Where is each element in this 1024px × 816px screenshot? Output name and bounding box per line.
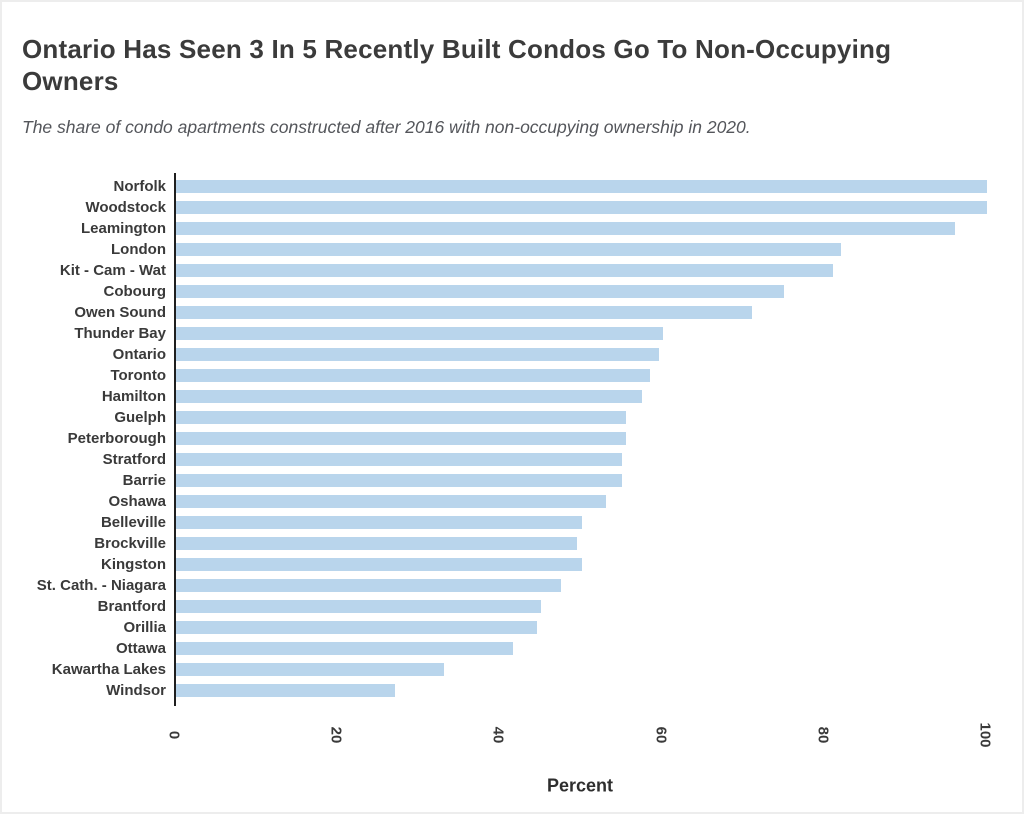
category-label: Owen Sound <box>74 304 166 321</box>
category-label: London <box>111 241 166 258</box>
bar <box>176 600 541 613</box>
x-axis-tick-label: 80 <box>814 726 832 744</box>
bar-row: Ontario <box>2 344 1012 365</box>
bar <box>176 684 395 697</box>
bar-row: Ottawa <box>2 638 1012 659</box>
category-label: Windsor <box>106 682 166 699</box>
bar <box>176 432 627 445</box>
bar-row: Kit - Cam - Wat <box>2 260 1012 281</box>
bar <box>176 180 987 193</box>
page-title: Ontario Has Seen 3 In 5 Recently Built C… <box>22 34 892 97</box>
x-axis-tick-label: 20 <box>327 726 345 744</box>
category-label: Orillia <box>123 619 166 636</box>
bar-row: Toronto <box>2 365 1012 386</box>
category-label: Ottawa <box>115 640 166 657</box>
bar-row: Thunder Bay <box>2 323 1012 344</box>
bar-row: Cobourg <box>2 281 1012 302</box>
bar-row: Leamington <box>2 218 1012 239</box>
bar-row: Oshawa <box>2 491 1012 512</box>
bar <box>176 285 785 298</box>
bar <box>176 495 606 508</box>
bar-row: Woodstock <box>2 197 1012 218</box>
category-label: Kawartha Lakes <box>51 661 166 678</box>
bar <box>176 264 833 277</box>
bar-row: Stratford <box>2 449 1012 470</box>
bar-row: Belleville <box>2 512 1012 533</box>
bar-row: Guelph <box>2 407 1012 428</box>
bar <box>176 663 444 676</box>
bar <box>176 348 659 361</box>
category-label: St. Cath. - Niagara <box>36 577 166 594</box>
bar <box>176 306 752 319</box>
bar <box>176 642 513 655</box>
bar-row: Brockville <box>2 533 1012 554</box>
category-label: Woodstock <box>85 199 166 216</box>
bar-row: Windsor <box>2 680 1012 701</box>
category-label: Kingston <box>101 556 166 573</box>
x-axis-title: Percent <box>546 775 614 796</box>
bar <box>176 453 623 466</box>
bar <box>176 474 623 487</box>
category-label: Barrie <box>122 472 166 489</box>
category-label: Brockville <box>94 535 166 552</box>
category-label: Peterborough <box>67 430 166 447</box>
bar-row: Peterborough <box>2 428 1012 449</box>
category-label: Guelph <box>114 409 166 426</box>
category-label: Hamilton <box>101 388 166 405</box>
bar-row: Barrie <box>2 470 1012 491</box>
category-label: Toronto <box>110 367 166 384</box>
bar <box>176 558 582 571</box>
chart-subtitle: The share of condo apartments constructe… <box>22 116 751 137</box>
category-label: Kit - Cam - Wat <box>59 262 166 279</box>
bar <box>176 516 582 529</box>
bar <box>176 243 842 256</box>
bar <box>176 369 651 382</box>
bar-row: Orillia <box>2 617 1012 638</box>
bar-row: St. Cath. - Niagara <box>2 575 1012 596</box>
x-axis-tick-label: 60 <box>652 726 670 744</box>
category-label: Cobourg <box>103 283 166 300</box>
category-label: Brantford <box>97 598 166 615</box>
bar <box>176 222 955 235</box>
y-axis-line <box>174 173 176 706</box>
category-label: Thunder Bay <box>74 325 166 342</box>
category-label: Norfolk <box>113 178 167 195</box>
bar <box>176 201 987 214</box>
x-axis-tick-label: 0 <box>165 730 183 740</box>
bar <box>176 390 643 403</box>
bar-row: Kawartha Lakes <box>2 659 1012 680</box>
bar <box>176 537 578 550</box>
category-label: Belleville <box>100 514 166 531</box>
bar-row: Kingston <box>2 554 1012 575</box>
bar <box>176 579 562 592</box>
bar-row: Brantford <box>2 596 1012 617</box>
bar-row: Hamilton <box>2 386 1012 407</box>
category-label: Stratford <box>102 451 166 468</box>
bar-row: Norfolk <box>2 176 1012 197</box>
bar-row: Owen Sound <box>2 302 1012 323</box>
category-label: Oshawa <box>108 493 166 510</box>
bar-rows: Norfolk Woodstock Leamington London Kit - Ca… <box>2 176 1012 701</box>
bar-row: London <box>2 239 1012 260</box>
bar <box>176 411 627 424</box>
bar <box>176 327 663 340</box>
bar <box>176 621 537 634</box>
category-label: Leamington <box>81 220 166 237</box>
x-axis-tick-label: 40 <box>489 726 507 744</box>
category-label: Ontario <box>112 346 166 363</box>
x-axis-tick-label: 100 <box>976 722 994 748</box>
